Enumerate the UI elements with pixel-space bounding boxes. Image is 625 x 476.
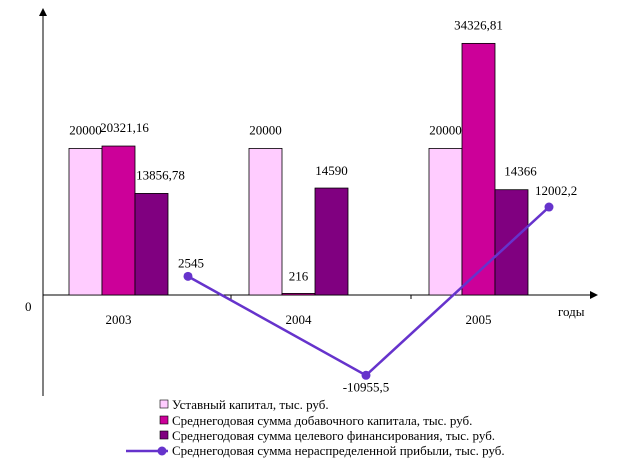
legend-swatch-0 (159, 399, 169, 409)
legend-swatch-1 (159, 415, 169, 425)
line-label-2005: 12002,2 (535, 183, 577, 198)
bar-label-s2-2003: 13856,78 (136, 167, 185, 182)
bar-label-s0-2003: 20000 (69, 122, 102, 137)
bar-s1-2005 (461, 42, 496, 296)
legend-label-0: Уставный капитал, тыс. руб. (172, 397, 329, 412)
x-tick-label-2003: 2003 (106, 312, 132, 327)
bar-label-s2-2005: 14366 (504, 164, 537, 179)
x-tick-label-2004: 2004 (286, 312, 313, 327)
legend: Уставный капитал, тыс. руб.Среднегодовая… (126, 397, 505, 458)
x-tick-label-2005: 2005 (466, 312, 492, 327)
bar-label-s1-2003: 20321,16 (100, 120, 149, 135)
bar-s0-2005 (428, 147, 463, 296)
line-point-2005 (544, 202, 554, 212)
bar-s0-2004 (248, 147, 283, 296)
legend-label-3: Среднегодовая сумма нераспределенной при… (172, 443, 505, 458)
legend-marker-3 (157, 446, 167, 456)
line-label-2003: 2545 (178, 255, 204, 270)
bar-s1-2004 (281, 293, 316, 296)
bar-s1-2003 (101, 145, 136, 296)
x-axis-label: годы (558, 304, 585, 319)
bar-label-s1-2004: 216 (289, 268, 309, 283)
bar-s2-2004 (314, 187, 349, 296)
bar-label-s0-2005: 20000 (429, 122, 462, 137)
legend-label-2: Среднегодовая сумма целевого финансирова… (172, 428, 495, 443)
line-label-2004: -10955,5 (343, 379, 390, 394)
legend-label-1: Среднегодовая сумма добавочного капитала… (172, 413, 472, 428)
bar-s2-2003 (134, 193, 169, 296)
bar-label-s2-2004: 14590 (315, 163, 348, 178)
zero-label: 0 (25, 299, 32, 314)
line-point-2003 (183, 271, 193, 281)
bar-s0-2003 (68, 147, 103, 296)
bar-label-s1-2005: 34326,81 (454, 17, 503, 32)
line-point-2004 (361, 370, 371, 380)
bar-label-s0-2004: 20000 (249, 122, 282, 137)
legend-swatch-2 (159, 430, 169, 440)
